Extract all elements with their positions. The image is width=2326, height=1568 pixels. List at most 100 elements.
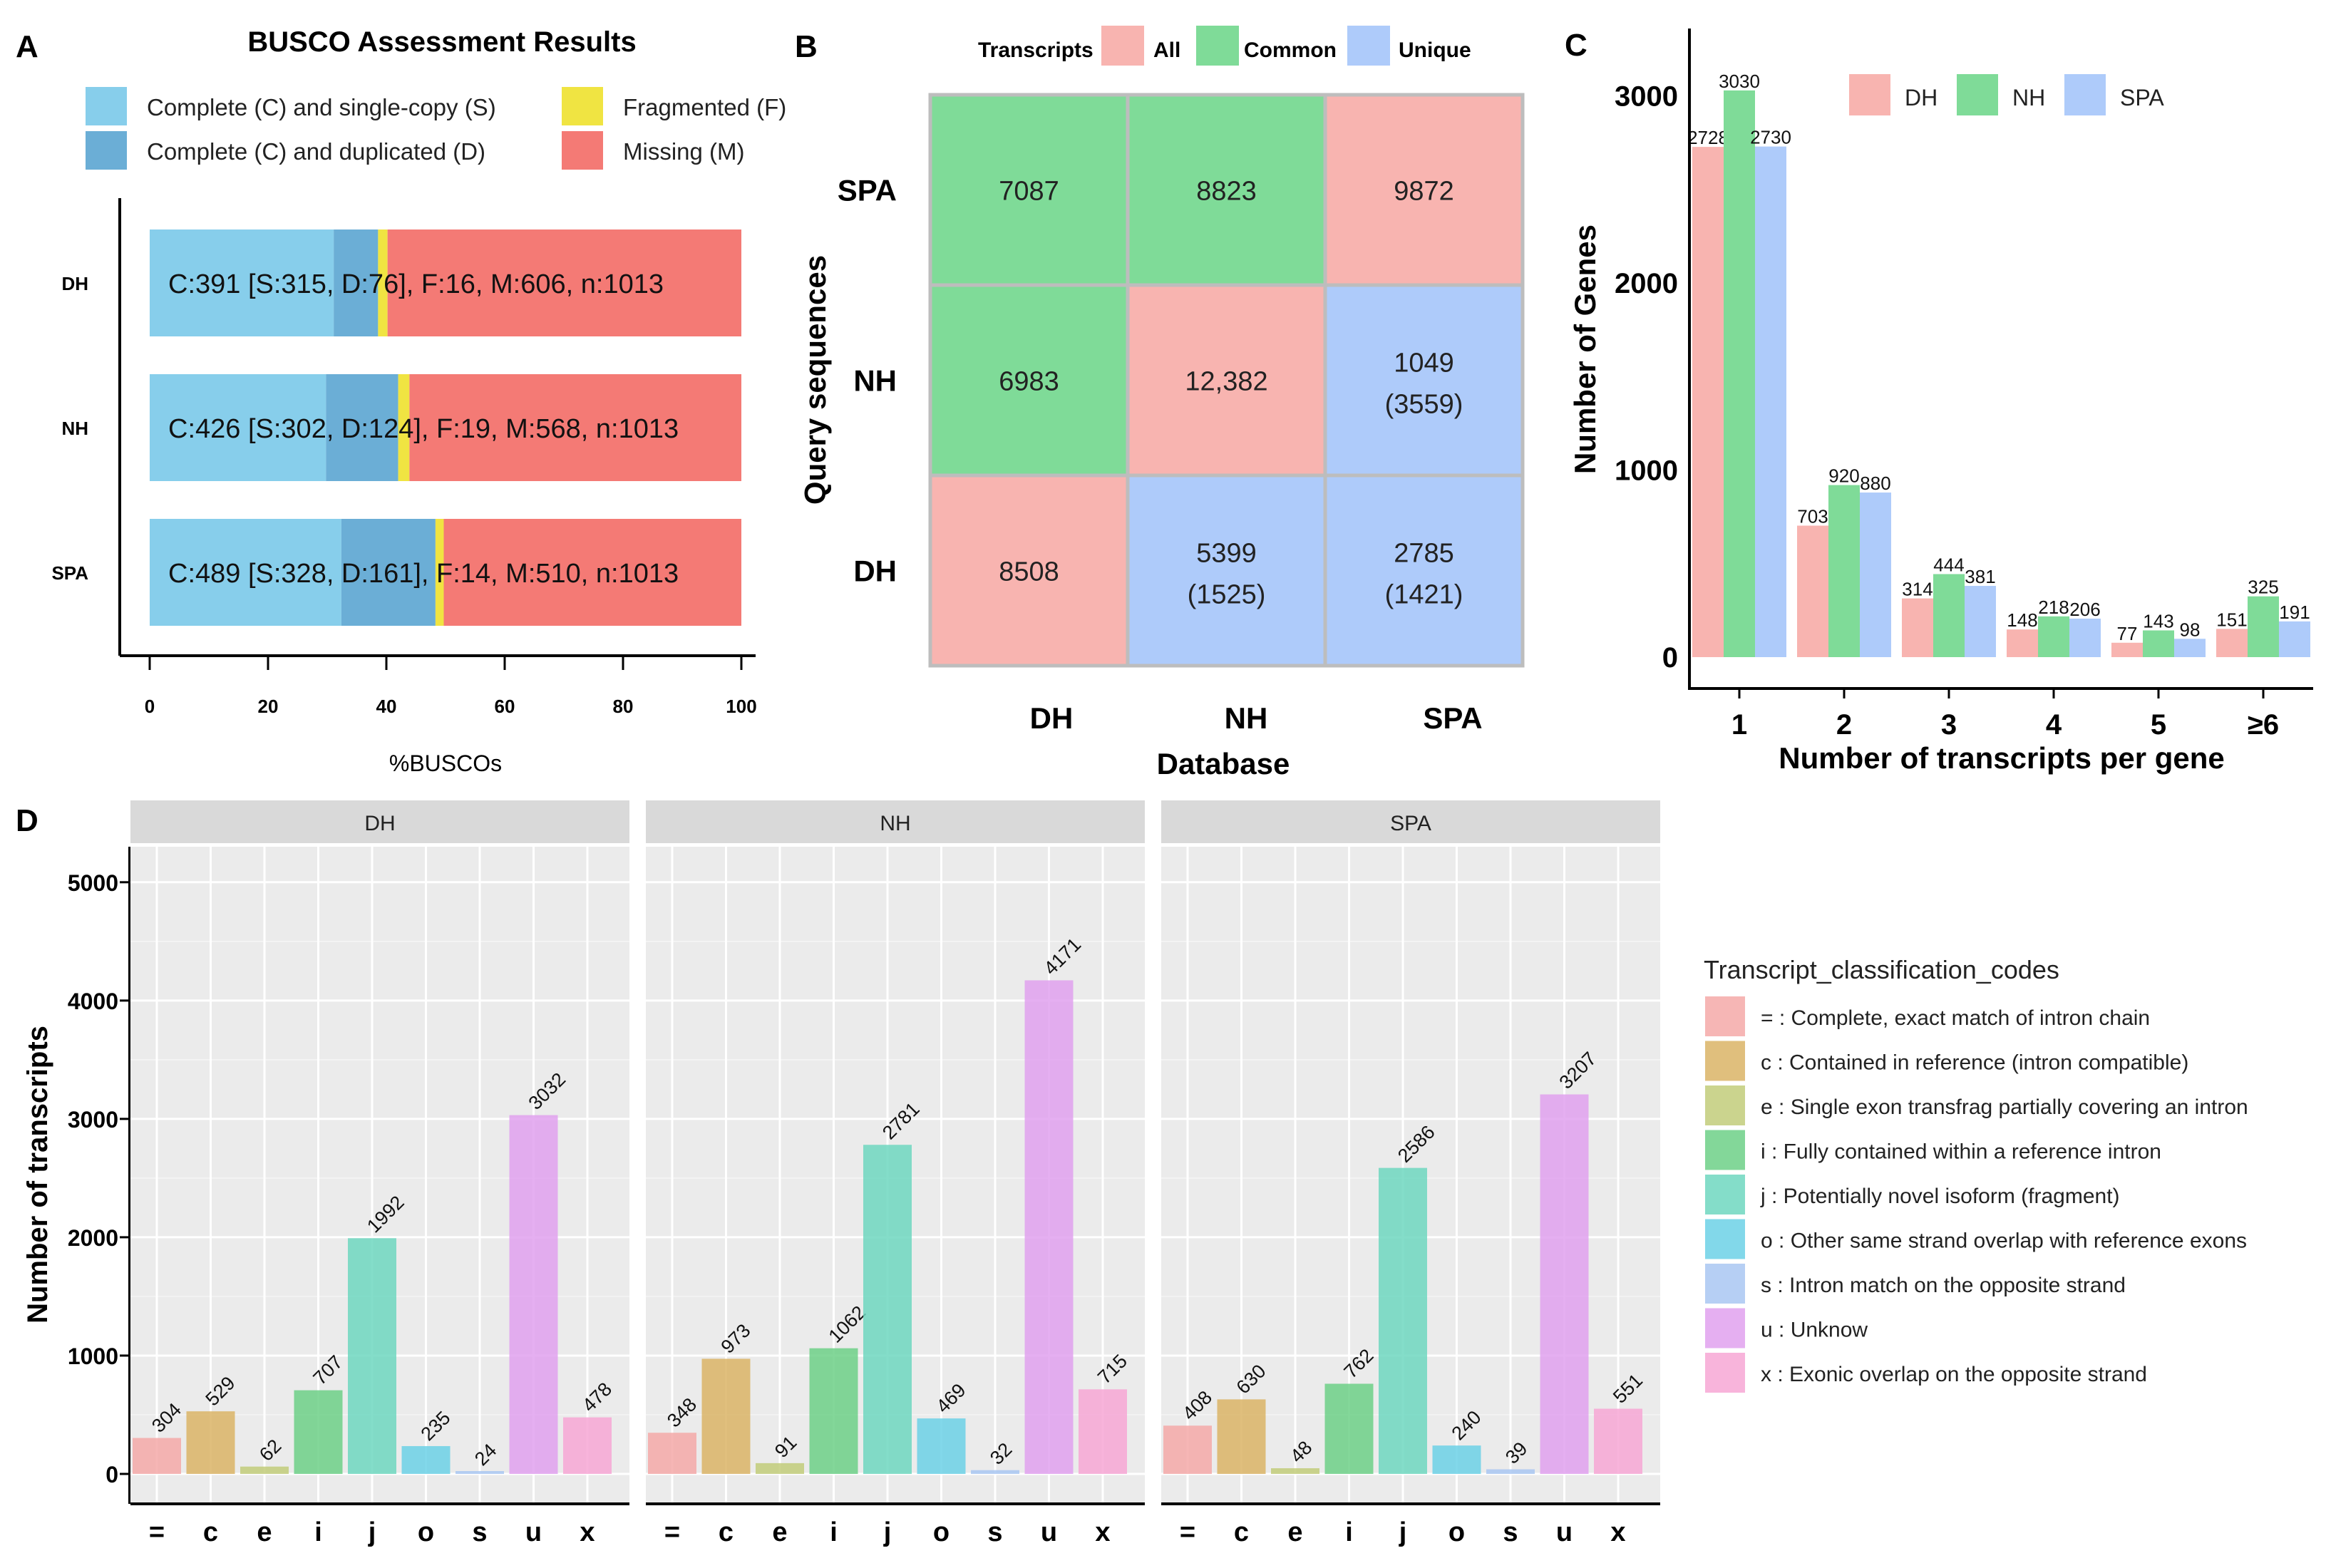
bar-value-label: 920 [1828, 465, 1859, 487]
bar-code-0 [133, 1438, 181, 1474]
legend-label: Fragmented (F) [623, 94, 786, 120]
x-tick-label: x [1095, 1517, 1110, 1547]
x-tick-label: i [1345, 1517, 1353, 1547]
y-tick-label: 1000 [1615, 455, 1678, 487]
legend-swatch [86, 87, 127, 125]
legend-swatch [1196, 26, 1239, 66]
bar-segment-nh [398, 374, 410, 481]
y-tick-label: 0 [106, 1462, 118, 1487]
bar-nh [2248, 596, 2279, 657]
x-tick-label: ≥6 [2248, 709, 2279, 741]
heatmap-cell [928, 283, 1130, 478]
bar-spa [2174, 639, 2206, 657]
bar-nh [1828, 485, 1860, 657]
legend-label: DH [1905, 85, 1938, 110]
bar-value-label: 880 [1860, 473, 1890, 494]
legend-swatch [562, 131, 603, 170]
bar-code-2 [1271, 1468, 1319, 1474]
bar-code-6 [971, 1470, 1019, 1474]
bar-segment-dh [378, 229, 388, 336]
legend-label: x : Exonic overlap on the opposite stran… [1761, 1363, 2147, 1386]
y-tick-label: 2000 [68, 1225, 118, 1251]
heatmap-cell [928, 473, 1130, 668]
bar-value-label: 444 [1933, 554, 1964, 575]
facet-strip [130, 800, 629, 843]
x-tick-label: j [883, 1517, 892, 1547]
x-tick-label: u [525, 1517, 542, 1547]
bar-value-label: 191 [2279, 602, 2310, 623]
cell-value-paren: (1421) [1385, 580, 1463, 610]
x-tick-label: 4 [2046, 709, 2062, 741]
bar-code-3 [1324, 1383, 1374, 1474]
bar-value-label: 151 [2216, 609, 2247, 630]
y-tick-label: 3000 [1615, 81, 1678, 113]
legend-swatch [1705, 1308, 1745, 1348]
panel-d-classification-chart: 0 1000 2000 3000 4000 5000 Number of transcrip… [22, 800, 2248, 1547]
bar-segment-nh [409, 374, 741, 481]
y-tick-label: 3000 [68, 1107, 118, 1133]
bar-code-6 [456, 1471, 504, 1474]
x-tick-label: 2 [1836, 709, 1852, 741]
y-tick-label: NH [853, 364, 897, 398]
y-tick-label: 0 [1662, 642, 1678, 674]
bar-value-label: 218 [2038, 597, 2069, 618]
legend-label: Missing (M) [623, 138, 745, 165]
legend-label: e : Single exon transfrag partially cove… [1761, 1095, 2248, 1119]
bar-code-2 [240, 1466, 289, 1474]
bar-segment-spa [341, 519, 436, 626]
x-tick-label: DH [1030, 701, 1074, 735]
cell-value: 5399 [1196, 539, 1257, 569]
x-tick-label: 5 [2151, 709, 2166, 741]
x-tick-label: 60 [495, 696, 515, 717]
bar-label: C:489 [S:328, D:161], F:14, M:510, n:101… [168, 559, 679, 589]
x-tick-label: s [472, 1517, 487, 1547]
bar-segment-spa [443, 519, 741, 626]
legend-label: NH [2012, 85, 2045, 110]
bar-segment-dh [150, 229, 334, 336]
bar-code-8 [1079, 1389, 1127, 1474]
x-tick-label: 100 [726, 696, 756, 717]
bar-code-3 [294, 1390, 343, 1474]
bar-code-1 [1217, 1399, 1266, 1474]
bar-value-label: 143 [2143, 610, 2173, 631]
x-tick-label: c [1234, 1517, 1249, 1547]
x-tick-label: = [1180, 1517, 1195, 1547]
bar-spa [2279, 621, 2310, 657]
legend-swatch [1957, 74, 1998, 115]
legend-label: Common [1244, 38, 1337, 62]
bar-code-5 [1432, 1445, 1481, 1474]
x-tick-label: c [203, 1517, 218, 1547]
bar-dh [1902, 598, 1933, 657]
cell-value: 7087 [999, 177, 1059, 207]
x-tick-label: = [149, 1517, 165, 1547]
cell-value: 8823 [1196, 177, 1257, 207]
bar-code-3 [809, 1348, 858, 1474]
legend-swatch [1849, 74, 1890, 115]
x-tick-label: o [418, 1517, 434, 1547]
y-axis-title: Number of transcripts [22, 1026, 53, 1324]
bar-code-7 [1540, 1094, 1589, 1474]
x-tick-label: u [1041, 1517, 1057, 1547]
x-axis-title: Number of transcripts per gene [1779, 741, 2224, 775]
y-tick-label: NH [61, 418, 88, 439]
panel-label-b: B [795, 29, 818, 64]
heatmap-cell [928, 93, 1130, 287]
x-tick-label: e [1287, 1517, 1302, 1547]
legend-swatch [1705, 1041, 1745, 1081]
facet-strip [646, 800, 1145, 843]
bar-value-label: 381 [1965, 566, 1995, 587]
bar-segment-nh [150, 374, 326, 481]
bar-nh [1933, 574, 1965, 657]
bar-nh [2038, 616, 2069, 657]
bar-code-4 [348, 1238, 396, 1474]
bar-code-2 [756, 1463, 804, 1474]
x-tick-label: o [1448, 1517, 1465, 1547]
legend-label: Complete (C) and single-copy (S) [147, 94, 496, 120]
legend-swatch [1101, 26, 1144, 66]
y-tick-label: SPA [51, 562, 88, 584]
bar-dh [2111, 642, 2143, 657]
bar-segment-spa [150, 519, 341, 626]
bar-segment-nh [326, 374, 398, 481]
heatmap-cell [1126, 93, 1327, 287]
bar-code-6 [1486, 1469, 1535, 1474]
